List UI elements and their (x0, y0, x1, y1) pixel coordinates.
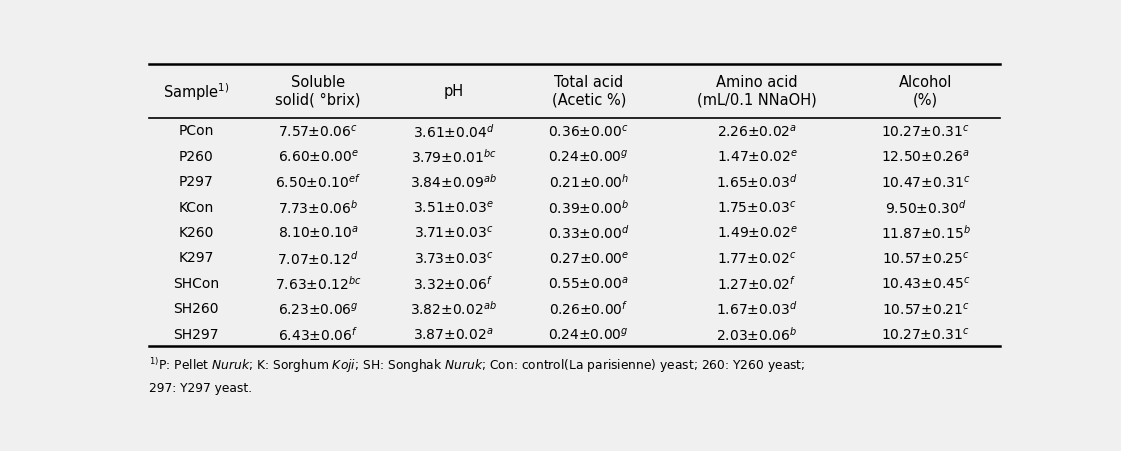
Text: 1.77±0.02$^{c}$: 1.77±0.02$^{c}$ (717, 250, 797, 266)
Text: 0.36±0.00$^{c}$: 0.36±0.00$^{c}$ (548, 123, 629, 139)
Text: 2.26±0.02$^{a}$: 2.26±0.02$^{a}$ (717, 123, 797, 139)
Text: 0.24±0.00$^{g}$: 0.24±0.00$^{g}$ (548, 148, 629, 164)
Text: KCon: KCon (178, 200, 214, 214)
Text: 3.71±0.03$^{c}$: 3.71±0.03$^{c}$ (414, 225, 493, 240)
Text: PCon: PCon (178, 124, 214, 138)
Text: 1.67±0.03$^{d}$: 1.67±0.03$^{d}$ (716, 299, 798, 318)
Text: 10.57±0.21$^{c}$: 10.57±0.21$^{c}$ (881, 300, 970, 317)
Text: 7.73±0.06$^{b}$: 7.73±0.06$^{b}$ (278, 198, 359, 216)
Text: 7.63±0.12$^{bc}$: 7.63±0.12$^{bc}$ (275, 274, 362, 292)
Text: $^{1)}$P: Pellet $\it{Nuruk}$; K: Sorghum $\it{Koji}$; SH: Songhak $\it{Nuruk}$;: $^{1)}$P: Pellet $\it{Nuruk}$; K: Sorghu… (149, 355, 805, 374)
Text: 1.65±0.03$^{d}$: 1.65±0.03$^{d}$ (716, 173, 798, 191)
Text: 0.26±0.00$^{f}$: 0.26±0.00$^{f}$ (549, 299, 629, 318)
Text: 1.27±0.02$^{f}$: 1.27±0.02$^{f}$ (717, 274, 797, 292)
Text: 0.27±0.00$^{e}$: 0.27±0.00$^{e}$ (548, 250, 629, 266)
Text: 3.73±0.03$^{c}$: 3.73±0.03$^{c}$ (414, 250, 493, 266)
Text: 7.57±0.06$^{c}$: 7.57±0.06$^{c}$ (278, 123, 358, 139)
Text: Amino acid
(mL/0.1 NNaOH): Amino acid (mL/0.1 NNaOH) (697, 75, 817, 108)
Text: 12.50±0.26$^{a}$: 12.50±0.26$^{a}$ (881, 148, 970, 164)
Text: 3.84±0.09$^{ab}$: 3.84±0.09$^{ab}$ (410, 173, 497, 191)
Text: 10.57±0.25$^{c}$: 10.57±0.25$^{c}$ (881, 250, 970, 266)
Text: 3.79±0.01$^{bc}$: 3.79±0.01$^{bc}$ (410, 147, 497, 166)
Text: 6.50±0.10$^{ef}$: 6.50±0.10$^{ef}$ (275, 173, 361, 191)
Text: 3.51±0.03$^{e}$: 3.51±0.03$^{e}$ (413, 199, 494, 215)
Text: 1.75±0.03$^{c}$: 1.75±0.03$^{c}$ (717, 199, 797, 215)
Text: 297: Y297 yeast.: 297: Y297 yeast. (149, 381, 252, 394)
Text: Sample$^{1)}$: Sample$^{1)}$ (163, 81, 230, 102)
Text: K297: K297 (178, 251, 214, 265)
Text: 0.33±0.00$^{d}$: 0.33±0.00$^{d}$ (548, 224, 630, 241)
Text: 0.55±0.00$^{a}$: 0.55±0.00$^{a}$ (548, 275, 629, 291)
Text: 2.03±0.06$^{b}$: 2.03±0.06$^{b}$ (716, 325, 798, 343)
Text: Soluble
solid( °brix): Soluble solid( °brix) (276, 75, 361, 108)
Text: 7.07±0.12$^{d}$: 7.07±0.12$^{d}$ (277, 249, 359, 267)
Text: P297: P297 (178, 175, 213, 189)
Text: Total acid
(Acetic %): Total acid (Acetic %) (552, 75, 626, 108)
Text: K260: K260 (178, 226, 214, 239)
Text: 6.23±0.06$^{g}$: 6.23±0.06$^{g}$ (278, 300, 359, 317)
Text: pH: pH (444, 84, 463, 99)
Text: SHCon: SHCon (173, 276, 220, 290)
Text: 0.24±0.00$^{g}$: 0.24±0.00$^{g}$ (548, 326, 629, 342)
Text: 10.47±0.31$^{c}$: 10.47±0.31$^{c}$ (881, 174, 971, 190)
Text: 10.43±0.45$^{c}$: 10.43±0.45$^{c}$ (881, 275, 971, 291)
Text: 10.27±0.31$^{c}$: 10.27±0.31$^{c}$ (881, 326, 970, 342)
Text: 11.87±0.15$^{b}$: 11.87±0.15$^{b}$ (881, 224, 971, 241)
Text: P260: P260 (178, 149, 213, 163)
Text: 6.43±0.06$^{f}$: 6.43±0.06$^{f}$ (278, 325, 359, 343)
Text: Alcohol
(%): Alcohol (%) (899, 75, 952, 108)
Text: SH297: SH297 (174, 327, 219, 341)
Text: 3.32±0.06$^{f}$: 3.32±0.06$^{f}$ (414, 274, 493, 292)
Text: 1.49±0.02$^{e}$: 1.49±0.02$^{e}$ (716, 225, 798, 240)
Text: 10.27±0.31$^{c}$: 10.27±0.31$^{c}$ (881, 123, 970, 139)
Text: 9.50±0.30$^{d}$: 9.50±0.30$^{d}$ (884, 198, 966, 216)
Text: 3.61±0.04$^{d}$: 3.61±0.04$^{d}$ (413, 122, 494, 140)
Text: 3.82±0.02$^{ab}$: 3.82±0.02$^{ab}$ (410, 299, 497, 318)
Text: 8.10±0.10$^{a}$: 8.10±0.10$^{a}$ (278, 225, 359, 240)
Text: 6.60±0.00$^{e}$: 6.60±0.00$^{e}$ (278, 148, 359, 164)
Text: SH260: SH260 (174, 302, 219, 316)
Text: 1.47±0.02$^{e}$: 1.47±0.02$^{e}$ (716, 148, 798, 164)
Text: 0.39±0.00$^{b}$: 0.39±0.00$^{b}$ (548, 198, 629, 216)
Text: 3.87±0.02$^{a}$: 3.87±0.02$^{a}$ (414, 326, 493, 342)
Text: 0.21±0.00$^{h}$: 0.21±0.00$^{h}$ (548, 173, 629, 191)
